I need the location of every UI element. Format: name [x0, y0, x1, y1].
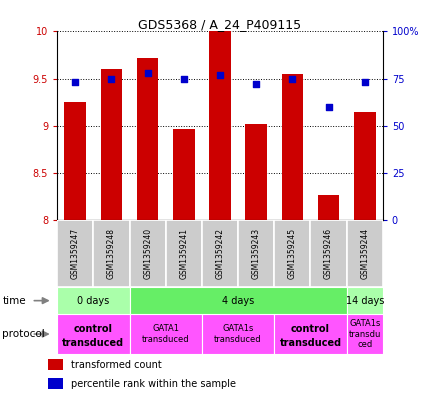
Bar [48, 359, 63, 370]
Bar [318, 195, 339, 220]
Point [361, 79, 368, 86]
Text: GSM1359240: GSM1359240 [143, 228, 152, 279]
Point [72, 79, 79, 86]
Bar [137, 58, 158, 220]
Text: GSM1359245: GSM1359245 [288, 228, 297, 279]
Text: transformed count: transformed count [71, 360, 161, 370]
Bar [57, 314, 129, 354]
Text: GATA1s
transduced: GATA1s transduced [214, 324, 262, 344]
Point [180, 75, 187, 82]
Bar [129, 314, 202, 354]
Bar [101, 69, 122, 220]
Bar [311, 220, 347, 287]
Text: control: control [74, 324, 113, 334]
Bar [282, 74, 303, 220]
Bar [57, 220, 93, 287]
Text: GSM1359244: GSM1359244 [360, 228, 369, 279]
Bar [347, 314, 383, 354]
Bar [238, 220, 274, 287]
Bar [209, 31, 231, 220]
Text: GATA1s
transdu
ced: GATA1s transdu ced [348, 319, 381, 349]
Text: GSM1359247: GSM1359247 [71, 228, 80, 279]
Text: GSM1359242: GSM1359242 [216, 228, 224, 279]
Text: control: control [291, 324, 330, 334]
Bar [129, 220, 166, 287]
Text: GATA1
transduced: GATA1 transduced [142, 324, 190, 344]
Bar [48, 378, 63, 389]
Point [253, 81, 260, 87]
Point [325, 104, 332, 110]
Bar [246, 124, 267, 220]
Bar [347, 220, 383, 287]
Text: protocol: protocol [2, 329, 45, 339]
Bar [57, 287, 129, 314]
Bar [274, 220, 311, 287]
Bar [129, 287, 347, 314]
Text: transduced: transduced [62, 338, 125, 348]
Bar [202, 220, 238, 287]
Bar [347, 287, 383, 314]
Bar [354, 112, 376, 220]
Text: 14 days: 14 days [345, 296, 384, 306]
Text: GSM1359241: GSM1359241 [180, 228, 188, 279]
Text: GSM1359246: GSM1359246 [324, 228, 333, 279]
Point [108, 75, 115, 82]
Bar [166, 220, 202, 287]
Point [144, 70, 151, 76]
Bar [64, 102, 86, 220]
Text: GDS5368 / A_24_P409115: GDS5368 / A_24_P409115 [139, 18, 301, 31]
Point [216, 72, 224, 78]
Text: percentile rank within the sample: percentile rank within the sample [71, 378, 236, 389]
Bar [202, 314, 274, 354]
Text: 4 days: 4 days [222, 296, 254, 306]
Text: GSM1359248: GSM1359248 [107, 228, 116, 279]
Text: transduced: transduced [279, 338, 341, 348]
Bar [274, 314, 347, 354]
Bar [173, 129, 194, 220]
Text: GSM1359243: GSM1359243 [252, 228, 260, 279]
Text: 0 days: 0 days [77, 296, 110, 306]
Point [289, 75, 296, 82]
Bar [93, 220, 129, 287]
Text: time: time [2, 296, 26, 306]
